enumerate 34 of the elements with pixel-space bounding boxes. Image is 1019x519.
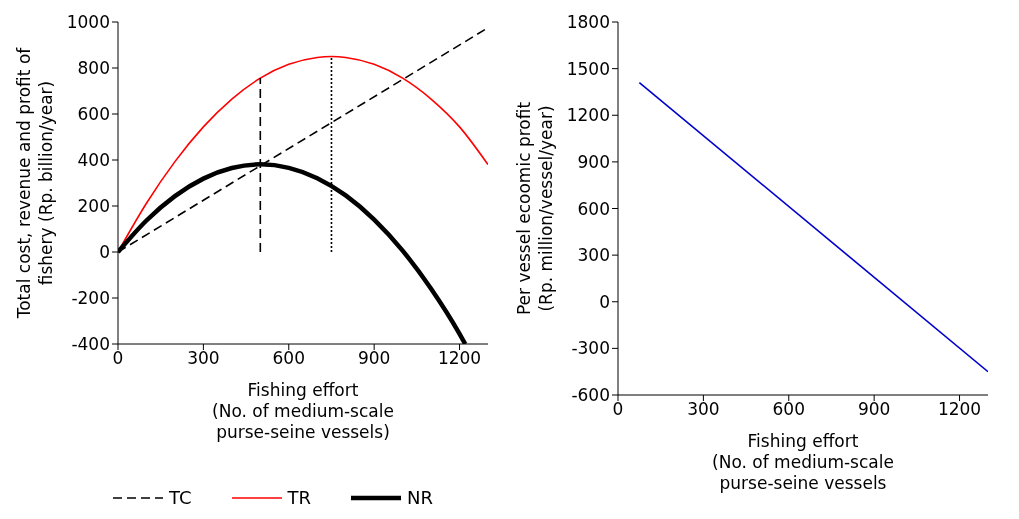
legend-label: TR	[287, 487, 312, 508]
legend-label: TC	[168, 487, 192, 508]
x-axis-title: Fishing effort (No. of medium-scale purse-seine vessels	[712, 431, 894, 493]
y-tick-label: 1500	[566, 58, 610, 79]
x-tick-label: 600	[772, 399, 805, 420]
y-tick-label: 1200	[566, 105, 610, 126]
y-axis-title: Total cost, revenue and profit of fishery (Rp. billion/year)	[14, 46, 56, 320]
y-tick-label: -400	[71, 334, 110, 355]
y-tick-label: 300	[577, 245, 610, 266]
x-tick-label: 0	[612, 399, 624, 420]
y-tick-label: 600	[77, 104, 110, 125]
y-tick-label: 1000	[66, 12, 110, 33]
y-tick-label: -300	[571, 338, 610, 359]
x-tick-label: 1200	[937, 399, 982, 420]
x-tick-label: 1200	[437, 348, 482, 369]
y-tick-label: 800	[77, 58, 110, 79]
y-tick-label: 1800	[566, 12, 610, 33]
y-tick-label: 600	[577, 198, 610, 219]
y-tick-label: 0	[599, 291, 610, 312]
y-tick-label: 200	[77, 196, 110, 217]
y-tick-label: -200	[71, 288, 110, 309]
y-tick-label: 900	[577, 151, 610, 172]
x-axis-title: Fishing effort (No. of medium-scale purse-seine vessels)	[212, 380, 394, 442]
x-tick-label: 300	[187, 348, 220, 369]
x-tick-label: 900	[857, 399, 891, 420]
y-tick-label: -600	[571, 385, 610, 406]
y-tick-label: 400	[77, 150, 110, 171]
y-tick-label: 0	[99, 242, 110, 263]
x-tick-label: 300	[687, 399, 720, 420]
y-axis-title: Per vessel ecoomic profit (Rp. million/vessel/year)	[514, 101, 556, 316]
x-tick-label: 600	[272, 348, 305, 369]
x-tick-label: 900	[357, 348, 391, 369]
x-tick-label: 0	[112, 348, 124, 369]
legend-label: NR	[407, 487, 433, 508]
